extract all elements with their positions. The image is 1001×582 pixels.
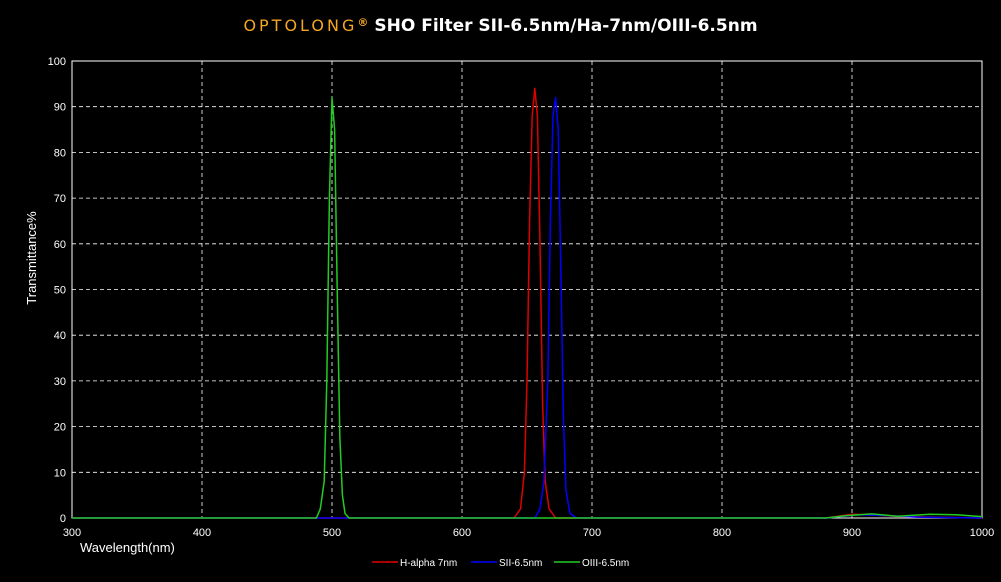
legend-label: SII-6.5nm [499,558,542,569]
y-tick-label: 70 [54,193,66,205]
legend: H-alpha 7nm SII-6.5nm OIII-6.5nm [372,558,629,569]
y-tick-label: 30 [54,376,66,388]
y-axis-label: Transmittance% [24,211,39,305]
grid-lines [72,61,982,518]
y-tick-label: 60 [54,239,66,251]
chart-title-text: SHO Filter SII-6.5nm/Ha-7nm/OIII-6.5nm [374,16,758,36]
series-line-3 [72,96,983,519]
y-tick-label: 90 [54,102,66,114]
x-tick-label: 600 [453,527,471,539]
legend-label: H-alpha 7nm [400,558,457,569]
y-tick-label: 100 [48,56,66,68]
series-lines [72,87,983,519]
x-tick-label: 400 [193,527,211,539]
registered-mark: ® [357,16,369,29]
y-tick-label: 40 [54,330,66,342]
y-tick-label: 0 [60,513,66,525]
x-tick-label: 900 [843,527,861,539]
chart-title: OPTOLONG® SHO Filter SII-6.5nm/Ha-7nm/OII… [0,16,1001,36]
x-tick-labels: 300 400 500 600 700 800 900 1000 [63,527,994,539]
y-tick-label: 50 [54,285,66,297]
y-tick-labels: 0 10 20 30 40 50 60 70 80 90 100 [48,56,66,525]
y-tick-label: 20 [54,422,66,434]
x-tick-label: 300 [63,527,81,539]
legend-label: OIII-6.5nm [582,558,629,569]
y-tick-label: 10 [54,467,66,479]
x-tick-label: 500 [323,527,341,539]
x-tick-label: 800 [713,527,731,539]
x-tick-label: 700 [583,527,601,539]
y-tick-label: 80 [54,147,66,159]
x-tick-label: 1000 [970,527,994,539]
brand-logo: OPTOLONG [243,16,358,35]
x-axis-label: Wavelength(nm) [80,540,175,555]
